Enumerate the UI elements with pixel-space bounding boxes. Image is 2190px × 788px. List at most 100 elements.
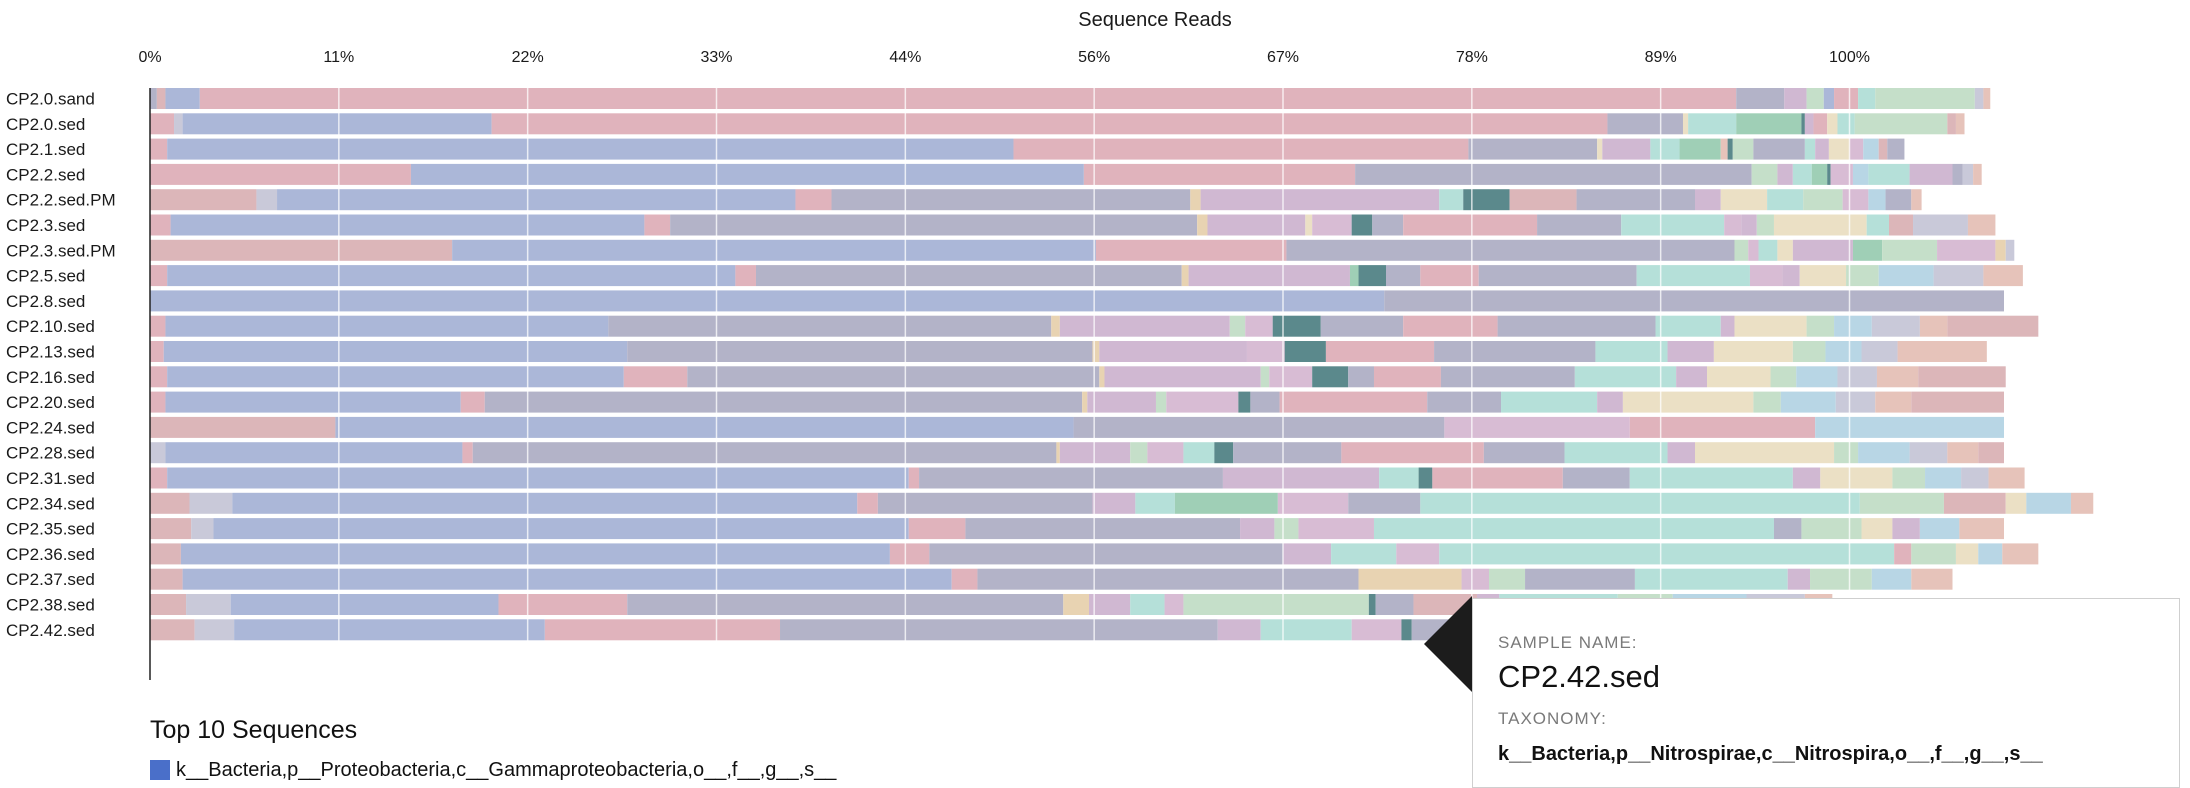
bar-segment[interactable] (1955, 113, 1965, 135)
bar-segment[interactable] (1386, 265, 1421, 287)
bar-segment[interactable] (929, 543, 1283, 565)
bar-segment[interactable] (1827, 113, 1838, 135)
bar-segment[interactable] (165, 315, 609, 337)
bar-segment[interactable] (167, 366, 624, 388)
bar-row[interactable] (150, 138, 1905, 160)
bar-segment[interactable] (1780, 391, 1836, 413)
bar-segment[interactable] (755, 265, 1182, 287)
bar-segment[interactable] (1682, 113, 1689, 135)
bar-segment[interactable] (1320, 315, 1404, 337)
bar-segment[interactable] (150, 366, 168, 388)
bar-segment[interactable] (1089, 594, 1131, 615)
bar-segment[interactable] (150, 341, 164, 362)
bar-segment[interactable] (627, 594, 1064, 615)
bar-segment[interactable] (1806, 88, 1824, 109)
bar-segment[interactable] (1911, 391, 2004, 413)
bar-segment[interactable] (687, 366, 1100, 388)
bar-segment[interactable] (1885, 189, 1912, 211)
bar-segment[interactable] (1947, 315, 2039, 337)
bar-segment[interactable] (1401, 619, 1412, 641)
bar-segment[interactable] (1803, 189, 1843, 211)
bar-segment[interactable] (644, 214, 671, 236)
bar-segment[interactable] (1835, 391, 1876, 413)
bar-segment[interactable] (1676, 366, 1708, 388)
bar-segment[interactable] (1439, 543, 1895, 565)
bar-segment[interactable] (1995, 239, 2006, 261)
bar-segment[interactable] (1777, 163, 1793, 185)
bar-segment[interactable] (1828, 138, 1850, 160)
bar-segment[interactable] (232, 492, 858, 514)
bar-segment[interactable] (1897, 341, 1987, 362)
bar-segment[interactable] (1092, 492, 1136, 514)
bar-segment[interactable] (919, 467, 1223, 489)
bar-segment[interactable] (1777, 239, 1793, 261)
bar-segment[interactable] (1444, 416, 1630, 438)
bar-segment[interactable] (1787, 568, 1811, 590)
bar-segment[interactable] (1801, 518, 1862, 540)
bar-segment[interactable] (1875, 88, 1975, 109)
bar-segment[interactable] (1305, 214, 1313, 236)
bar-segment[interactable] (1854, 113, 1948, 135)
bar-segment[interactable] (498, 594, 628, 615)
bar-segment[interactable] (167, 265, 736, 287)
bar-segment[interactable] (1197, 214, 1208, 236)
bar-segment[interactable] (186, 594, 231, 615)
bar-segment[interactable] (1373, 518, 1774, 540)
bar-segment[interactable] (213, 518, 909, 540)
bar-segment[interactable] (965, 518, 1241, 540)
bar-segment[interactable] (1489, 568, 1526, 590)
bar-row[interactable] (150, 568, 1953, 590)
bar-segment[interactable] (1909, 163, 1953, 185)
bar-segment[interactable] (951, 568, 978, 590)
bar-segment[interactable] (150, 518, 192, 540)
bar-segment[interactable] (1634, 568, 1788, 590)
bar-segment[interactable] (484, 391, 1083, 413)
bar-segment[interactable] (150, 113, 175, 135)
bar-segment[interactable] (1372, 214, 1404, 236)
bar-segment[interactable] (1283, 543, 1332, 565)
bar-segment[interactable] (1260, 366, 1270, 388)
bar-segment[interactable] (1810, 568, 1872, 590)
bar-segment[interactable] (1974, 88, 1984, 109)
bar-segment[interactable] (1298, 518, 1374, 540)
bar-segment[interactable] (1801, 113, 1805, 135)
bar-segment[interactable] (1799, 265, 1847, 287)
bar-segment[interactable] (1260, 619, 1352, 641)
bar-segment[interactable] (1988, 467, 2025, 489)
bar-segment[interactable] (156, 88, 166, 109)
bar-segment[interactable] (1749, 265, 1783, 287)
bar-segment[interactable] (1497, 315, 1656, 337)
bar-segment[interactable] (1269, 366, 1313, 388)
bar-segment[interactable] (199, 88, 1737, 109)
bar-segment[interactable] (1707, 366, 1771, 388)
bar-segment[interactable] (1815, 416, 2004, 438)
bar-segment[interactable] (1155, 391, 1167, 413)
bar-segment[interactable] (1878, 265, 1934, 287)
bar-segment[interactable] (1368, 594, 1376, 615)
bar-segment[interactable] (1911, 568, 1953, 590)
bar-row[interactable] (150, 416, 2004, 438)
bar-segment[interactable] (1574, 366, 1677, 388)
bar-segment[interactable] (1181, 265, 1189, 287)
bar-segment[interactable] (1820, 467, 1893, 489)
bar-segment[interactable] (1461, 568, 1489, 590)
bar-segment[interactable] (1967, 214, 1996, 236)
bar-segment[interactable] (1882, 239, 1938, 261)
bar-segment[interactable] (150, 568, 183, 590)
bar-segment[interactable] (1095, 239, 1287, 261)
bar-segment[interactable] (1135, 492, 1175, 514)
bar-segment[interactable] (1082, 391, 1088, 413)
bar-segment[interactable] (1784, 88, 1807, 109)
bar-segment[interactable] (1863, 138, 1879, 160)
bar-segment[interactable] (1911, 543, 1956, 565)
bar-segment[interactable] (627, 341, 1093, 362)
bar-segment[interactable] (1919, 518, 1960, 540)
bar-segment[interactable] (150, 391, 166, 413)
bar-segment[interactable] (150, 88, 157, 109)
bar-segment[interactable] (1602, 138, 1651, 160)
bar-segment[interactable] (1815, 138, 1829, 160)
bar-segment[interactable] (1272, 315, 1321, 337)
bar-segment[interactable] (150, 543, 181, 565)
bar-segment[interactable] (1792, 467, 1821, 489)
bar-segment[interactable] (1013, 138, 1469, 160)
